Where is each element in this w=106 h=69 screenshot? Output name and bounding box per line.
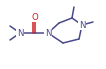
Text: N: N <box>79 20 85 30</box>
Text: O: O <box>32 12 38 22</box>
Text: N: N <box>17 28 23 37</box>
Text: N: N <box>45 28 51 37</box>
